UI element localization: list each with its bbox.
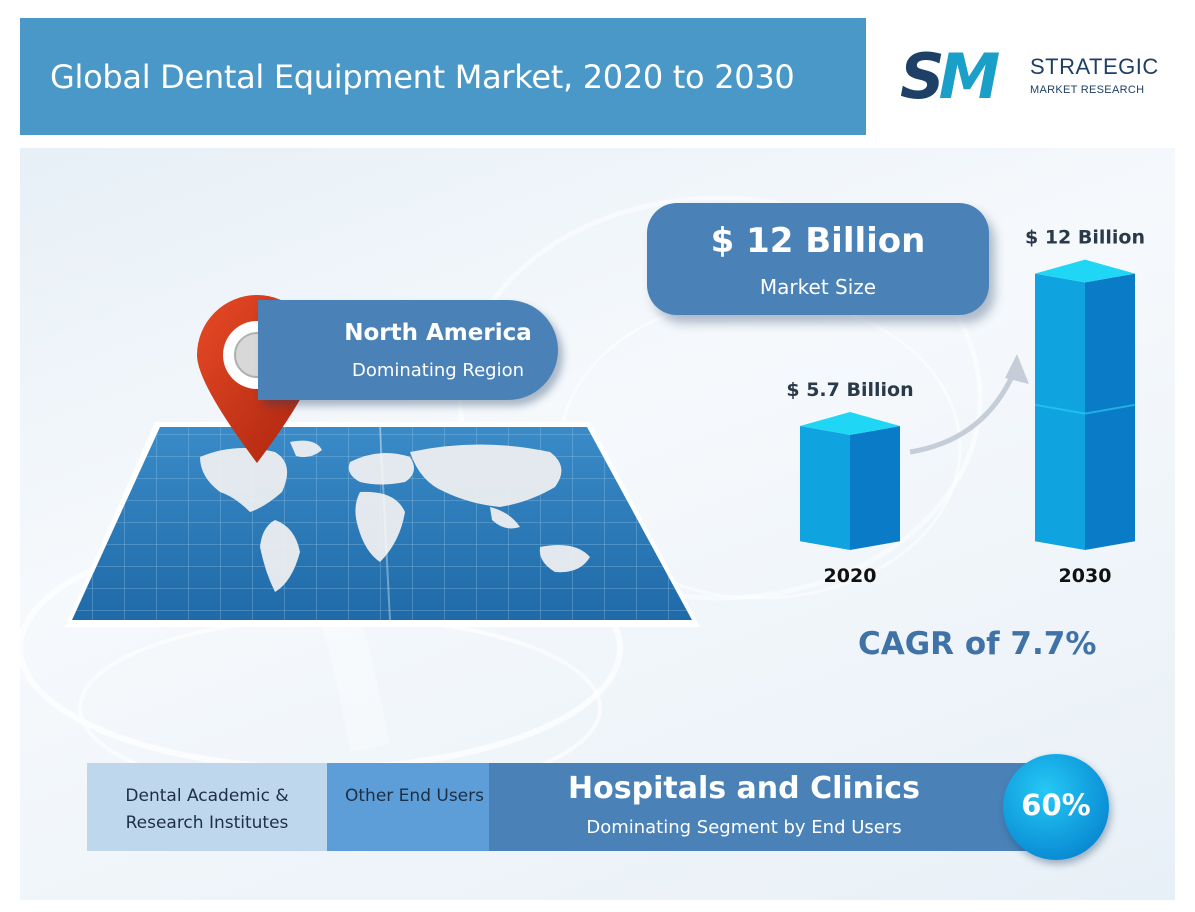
region-name: North America <box>344 320 532 346</box>
market-size-value: $ 12 Billion <box>710 221 926 261</box>
segment-other-label: Other End Users <box>345 786 484 806</box>
cagr-text: CAGR of 7.7% <box>858 626 1097 662</box>
logo-mark: SM <box>900 40 1000 113</box>
segment-other: Other End Users <box>327 763 489 851</box>
share-badge: 60% <box>1003 754 1109 860</box>
segment-dominant-title: Hospitals and Clinics <box>568 771 920 806</box>
bar-side-face <box>1085 273 1135 550</box>
logo-line2: MARKET RESEARCH <box>1030 84 1145 96</box>
page-title: Global Dental Equipment Market, 2020 to … <box>50 58 795 96</box>
bar-top-face <box>800 412 900 435</box>
world-map-icon <box>65 422 700 627</box>
market-size-label: Market Size <box>759 275 877 299</box>
bar-top-face <box>1035 259 1135 283</box>
bar-category-label: 2020 <box>824 565 877 587</box>
bar-2030 <box>1034 259 1136 550</box>
segment-dominant: Hospitals and Clinics Dominating Segment… <box>489 763 1049 851</box>
bar-value-label: $ 12 Billion <box>1025 227 1145 249</box>
bar-side-face <box>850 426 900 550</box>
segment-academic: Dental Academic & Research Institutes <box>87 763 327 851</box>
share-value: 60% <box>1021 788 1091 822</box>
bar-chart: $ 5.7 Billion 2020 $ 12 Billion 2030 <box>786 227 1145 587</box>
segment-academic-label: Dental Academic & Research Institutes <box>125 786 289 833</box>
bar-2020 <box>800 412 900 550</box>
growth-arrow-icon <box>909 354 1029 455</box>
bar-front-face <box>1035 273 1085 550</box>
logo-line1: STRATEGIC <box>1030 54 1159 79</box>
region-callout: North America Dominating Region <box>258 300 558 400</box>
market-size-callout: $ 12 Billion Market Size <box>647 203 989 315</box>
segment-dominant-subtitle: Dominating Segment by End Users <box>586 817 902 838</box>
bar-category-label: 2030 <box>1059 565 1112 587</box>
logo: SM STRATEGIC MARKET RESEARCH <box>900 40 1160 114</box>
bar-front-face <box>800 426 850 550</box>
title-bar: Global Dental Equipment Market, 2020 to … <box>20 18 866 135</box>
bar-value-label: $ 5.7 Billion <box>786 379 913 401</box>
region-label: Dominating Region <box>351 360 525 381</box>
